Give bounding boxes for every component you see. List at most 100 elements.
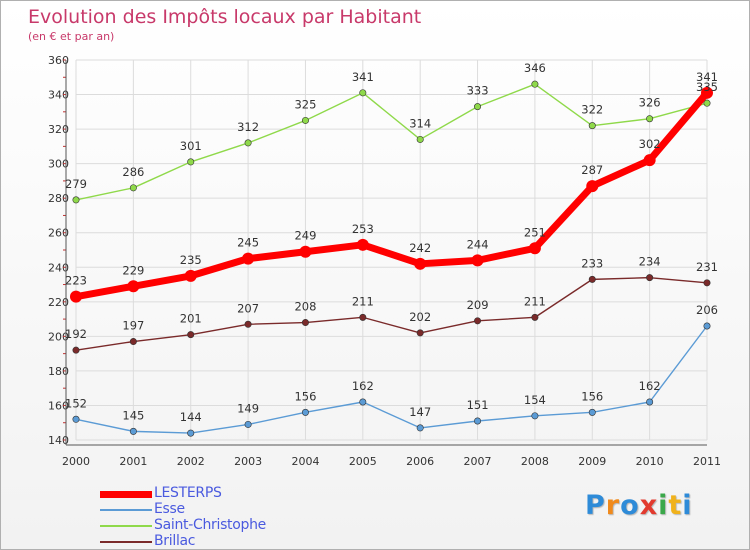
- data-point: [474, 417, 482, 425]
- y-tick-label: 260: [48, 227, 69, 240]
- logo-letter: P: [585, 490, 606, 521]
- data-point: [646, 274, 654, 282]
- data-label: 244: [467, 237, 489, 251]
- data-label: 156: [581, 389, 603, 403]
- x-tick-label: 2010: [636, 455, 664, 468]
- legend-label: Esse: [154, 501, 185, 517]
- data-label: 333: [467, 84, 489, 98]
- data-point: [187, 331, 195, 339]
- data-point: [129, 427, 137, 435]
- data-label: 253: [352, 222, 374, 236]
- data-label: 287: [581, 163, 603, 177]
- data-point: [703, 322, 711, 330]
- logo-letter: t: [668, 490, 683, 521]
- data-point: [588, 275, 596, 283]
- logo-letter: x: [639, 490, 659, 521]
- data-label: 322: [581, 103, 603, 117]
- chart-subtitle: (en € et par an): [28, 30, 115, 43]
- data-point: [72, 346, 80, 354]
- data-label: 206: [696, 303, 718, 317]
- data-label: 341: [696, 70, 718, 84]
- data-label: 197: [122, 319, 144, 333]
- data-point: [359, 398, 367, 406]
- logo-letter: o: [620, 490, 640, 521]
- data-point: [416, 424, 424, 432]
- data-label: 151: [467, 398, 489, 412]
- line-chart: 140 160 180 200 220 240 260 280 300 320 340 360 2000…: [48, 54, 721, 468]
- data-point: [244, 320, 252, 328]
- data-label: 154: [524, 393, 546, 407]
- data-point: [528, 242, 541, 255]
- data-label: 302: [639, 137, 661, 151]
- data-point: [72, 415, 80, 423]
- data-label: 249: [294, 229, 316, 243]
- data-point: [703, 99, 711, 107]
- logo-letter: i: [682, 490, 693, 521]
- data-point: [187, 429, 195, 437]
- legend-label: Brillac: [154, 533, 196, 549]
- legend-swatch: [100, 490, 152, 498]
- data-label: 312: [237, 120, 259, 134]
- data-point: [301, 116, 309, 124]
- data-label: 231: [696, 260, 718, 274]
- data-point: [701, 86, 713, 99]
- data-point: [187, 158, 195, 166]
- data-label: 192: [65, 327, 87, 341]
- data-point: [127, 280, 140, 293]
- data-label: 211: [524, 294, 546, 308]
- legend-swatch: [100, 541, 152, 543]
- data-labels: 223 229 235 245 249 253 242 244 251 287 302 341 152 1…: [65, 61, 718, 424]
- data-label: 233: [581, 256, 603, 270]
- x-tick-label: 2009: [578, 455, 606, 468]
- data-label: 156: [294, 389, 316, 403]
- logo-letter: i: [658, 490, 669, 521]
- data-point: [299, 245, 312, 258]
- data-label: 335: [696, 80, 718, 94]
- x-tick-label: 2003: [234, 455, 262, 468]
- x-tick-label: 2000: [62, 455, 90, 468]
- data-label: 229: [122, 263, 144, 277]
- logo-letter: r: [605, 490, 621, 521]
- data-label: 325: [294, 97, 316, 111]
- data-label: 245: [237, 236, 259, 250]
- data-point: [359, 89, 367, 97]
- data-label: 201: [180, 312, 202, 326]
- y-tick-label: 140: [48, 434, 69, 447]
- chart-title: Evolution des Impôts locaux par Habitant: [28, 6, 422, 28]
- legend-swatch: [100, 525, 152, 527]
- data-label: 279: [65, 177, 87, 191]
- data-point: [474, 103, 482, 111]
- data-point: [301, 319, 309, 327]
- data-label: 162: [639, 379, 661, 393]
- data-label: 235: [180, 253, 202, 267]
- data-point: [646, 398, 654, 406]
- data-point: [414, 257, 427, 270]
- data-label: 202: [409, 310, 431, 324]
- x-tick-label: 2008: [521, 455, 549, 468]
- data-point: [531, 80, 539, 88]
- series-line-brillac: [75, 276, 708, 351]
- x-tick-label: 2004: [291, 455, 319, 468]
- y-tick-label: 300: [48, 158, 69, 171]
- legend-label: Saint-Christophe: [154, 517, 266, 533]
- data-point: [588, 408, 596, 416]
- data-label: 251: [524, 225, 546, 239]
- data-point: [244, 139, 252, 147]
- proxiti-logo: Proxiti: [585, 490, 693, 521]
- data-point: [416, 329, 424, 337]
- data-label: 207: [237, 301, 259, 315]
- x-tick-label: 2006: [406, 455, 434, 468]
- series-line-saint-christophe: [75, 83, 708, 201]
- axes: 140 160 180 200 220 240 260 280 300 320 340 360 2000…: [48, 54, 721, 468]
- data-point: [359, 313, 367, 321]
- series-lines: [70, 80, 713, 437]
- y-tick-label: 360: [48, 54, 69, 67]
- data-label: 341: [352, 70, 374, 84]
- data-label: 326: [639, 96, 661, 110]
- data-point: [703, 279, 711, 287]
- data-label: 144: [180, 410, 202, 424]
- data-label: 152: [65, 396, 87, 410]
- y-tick-label: 320: [48, 123, 69, 136]
- data-label: 149: [237, 401, 259, 415]
